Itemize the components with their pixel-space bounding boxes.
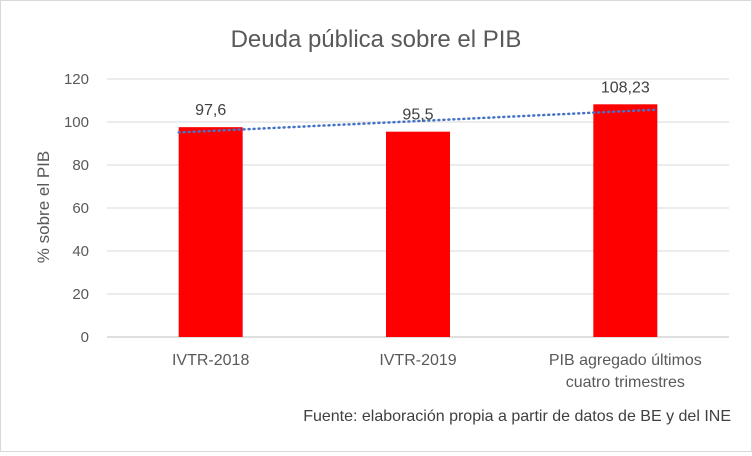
y-axis-label: % sobre el PIB xyxy=(34,151,53,263)
data-label: 97,6 xyxy=(195,102,226,119)
data-label: 108,23 xyxy=(601,79,650,96)
y-tick-label: 60 xyxy=(72,200,89,217)
x-tick-label: cuatro trimestres xyxy=(566,374,685,391)
x-tick-label: IVTR-2018 xyxy=(172,352,249,369)
y-tick-label: 20 xyxy=(72,286,89,303)
x-tick-label: IVTR-2019 xyxy=(379,352,456,369)
y-tick-label: 40 xyxy=(72,243,89,260)
chart-title: Deuda pública sobre el PIB xyxy=(231,26,522,53)
x-tick-label: PIB agregado últimos xyxy=(549,352,702,369)
y-tick-labels: 0 20 40 60 80 100 120 xyxy=(64,71,89,346)
trendline xyxy=(177,108,659,134)
y-tick-label: 120 xyxy=(64,71,89,88)
trendline-line xyxy=(177,108,659,134)
bar xyxy=(386,131,450,337)
source-note: Fuente: elaboración propia a partir de d… xyxy=(303,408,731,425)
bar xyxy=(178,127,243,337)
data-labels: 97,6 95,5 108,23 xyxy=(195,79,650,123)
y-tick-label: 0 xyxy=(81,329,89,346)
y-tick-label: 80 xyxy=(72,157,89,174)
data-label: 95,5 xyxy=(402,107,433,124)
bars xyxy=(178,104,658,337)
x-tick-labels: IVTR-2018 IVTR-2019 PIB agregado últimos cu… xyxy=(172,352,702,391)
y-tick-label: 100 xyxy=(64,114,89,131)
bar xyxy=(593,104,658,337)
